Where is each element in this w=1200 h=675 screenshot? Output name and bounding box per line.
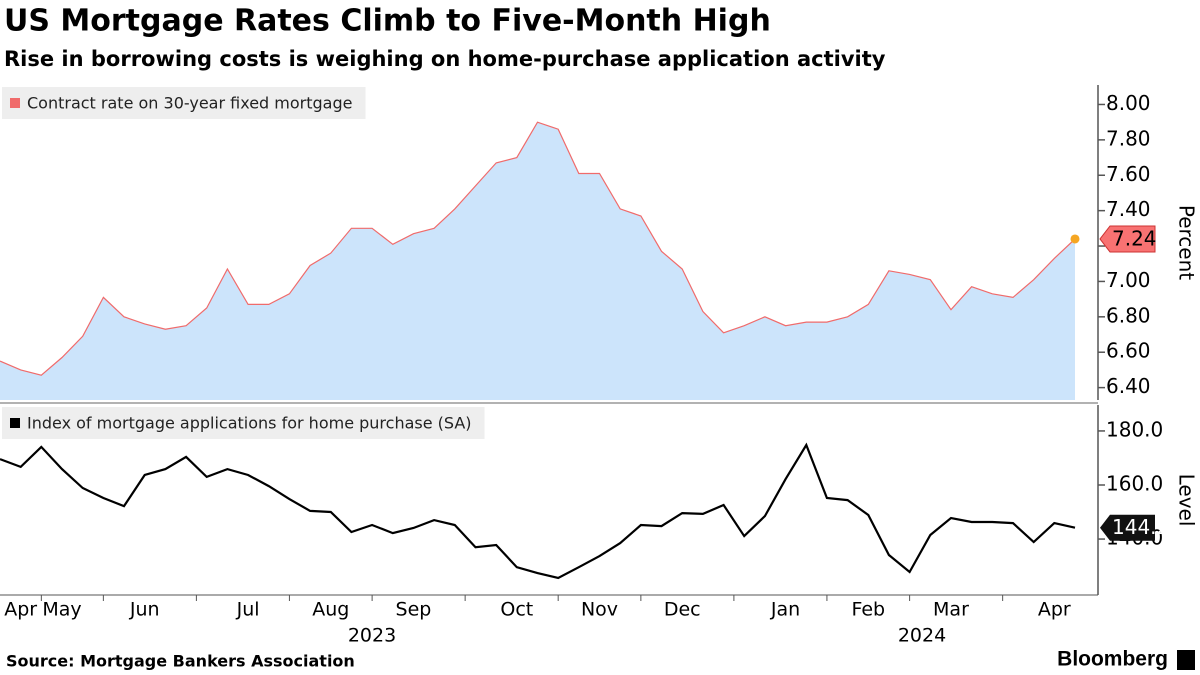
legend-box [2, 87, 366, 119]
y-tick-label: 6.40 [1106, 374, 1151, 398]
x-tick-label: Sep [396, 599, 432, 621]
x-tick-label: Mar [933, 599, 969, 621]
line [0, 442, 1076, 580]
y-axis-title: Level [1175, 474, 1199, 527]
x-tick-label: Apr [4, 599, 37, 621]
x-tick-label: May [42, 599, 81, 621]
y-tick-label: 8.00 [1106, 91, 1151, 115]
x-tick-label: Oct [500, 599, 533, 621]
y-tick-label: 7.60 [1106, 162, 1151, 186]
year-label: 2023 [348, 625, 396, 647]
x-tick-label: Feb [851, 599, 885, 621]
brand-icon [1177, 650, 1195, 670]
x-tick-label: Dec [664, 599, 701, 621]
value-tag-label: 144.2 [1112, 515, 1169, 539]
legend-box [2, 407, 485, 439]
y-tick-label: 7.00 [1106, 268, 1151, 292]
area [0, 122, 1075, 400]
x-tick-label: Aug [312, 599, 349, 621]
x-tick-label: Jun [129, 599, 160, 621]
chart-title: US Mortgage Rates Climb to Five-Month Hi… [4, 4, 771, 39]
source: Source: Mortgage Bankers Association [6, 652, 355, 671]
brand: Bloomberg [1057, 648, 1168, 671]
y-tick-label: 7.40 [1106, 197, 1151, 221]
legend-label: Contract rate on 30-year fixed mortgage [27, 94, 352, 113]
y-axis-title: Percent [1175, 205, 1199, 280]
legend-label: Index of mortgage applications for home … [27, 414, 472, 433]
x-tick-label: Nov [581, 599, 618, 621]
y-tick-label: 6.80 [1106, 303, 1151, 327]
last-point [1070, 234, 1080, 244]
x-tick-label: Jul [236, 599, 260, 621]
x-tick-label: Jan [770, 599, 800, 621]
x-tick-label: Apr [1038, 599, 1071, 621]
line [0, 121, 1076, 376]
y-tick-label: 6.60 [1106, 339, 1151, 363]
y-tick-label: 180.0 [1106, 417, 1163, 441]
year-label: 2024 [898, 625, 946, 647]
chart-subtitle: Rise in borrowing costs is weighing on h… [4, 47, 886, 71]
y-tick-label: 160.0 [1106, 472, 1163, 496]
y-tick-label: 7.80 [1106, 126, 1151, 150]
value-tag-label: 7.24 [1112, 226, 1157, 250]
value-tag [1099, 225, 1156, 253]
legend-swatch [10, 98, 20, 108]
value-tag [1100, 514, 1155, 541]
legend-swatch [10, 418, 20, 428]
